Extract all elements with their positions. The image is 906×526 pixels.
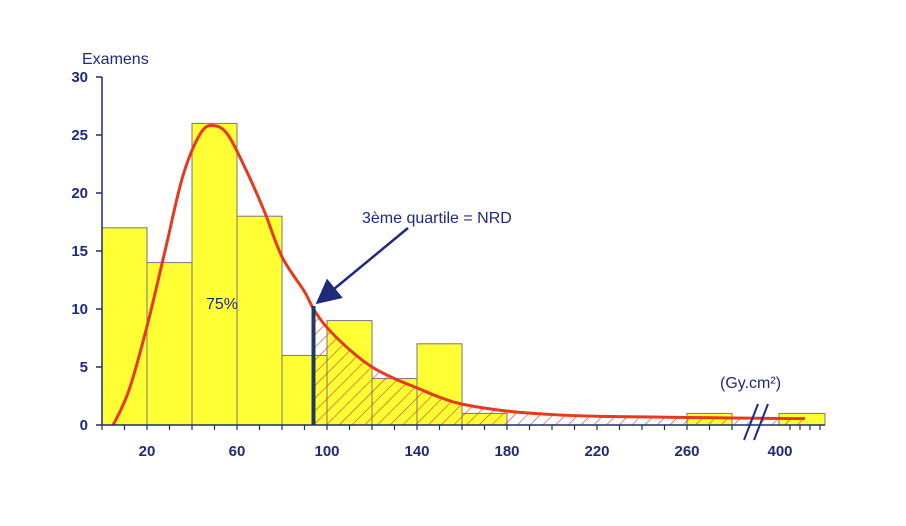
- y-tick-label: 30: [71, 69, 88, 86]
- x-tick-label: 20: [139, 443, 156, 460]
- annotation-arrow: [315, 227, 409, 305]
- y-tick-label: 10: [71, 301, 88, 318]
- percent-label: 75%: [206, 296, 238, 313]
- histogram-bar: [191, 122, 238, 426]
- x-tick-label: 140: [404, 443, 429, 460]
- x-tick-label: 180: [494, 443, 519, 460]
- hatched-region: [313, 309, 805, 425]
- y-axis-label: Examens: [82, 51, 149, 68]
- hatched-area: [313, 309, 805, 425]
- y-tick-label: 5: [80, 359, 88, 376]
- x-tick-label: 60: [229, 443, 246, 460]
- y-tick-label: 0: [80, 417, 88, 434]
- quartile-annotation: 3ème quartile = NRD: [362, 210, 512, 227]
- density-curve: [111, 123, 806, 426]
- ticks-layer: 0 5 10 15 20 25 30 20 60 100 140 180 220 260 400: [71, 69, 821, 460]
- x-tick-label: 400: [767, 443, 792, 460]
- histogram-bar: [101, 227, 148, 426]
- x-unit-label: (Gy.cm²): [720, 375, 781, 392]
- axis-break-mark: [753, 403, 769, 441]
- histogram-bar: [146, 262, 193, 426]
- histogram-bar: [236, 215, 283, 426]
- x-tick-label: 220: [584, 443, 609, 460]
- curve-layer: [111, 123, 806, 426]
- axis-break-mark: [743, 403, 759, 441]
- y-tick-label: 25: [71, 127, 88, 144]
- x-tick-label: 100: [314, 443, 339, 460]
- x-tick-label: 260: [674, 443, 699, 460]
- bars-layer: [101, 122, 826, 426]
- y-tick-label: 20: [71, 185, 88, 202]
- y-tick-label: 15: [71, 243, 88, 260]
